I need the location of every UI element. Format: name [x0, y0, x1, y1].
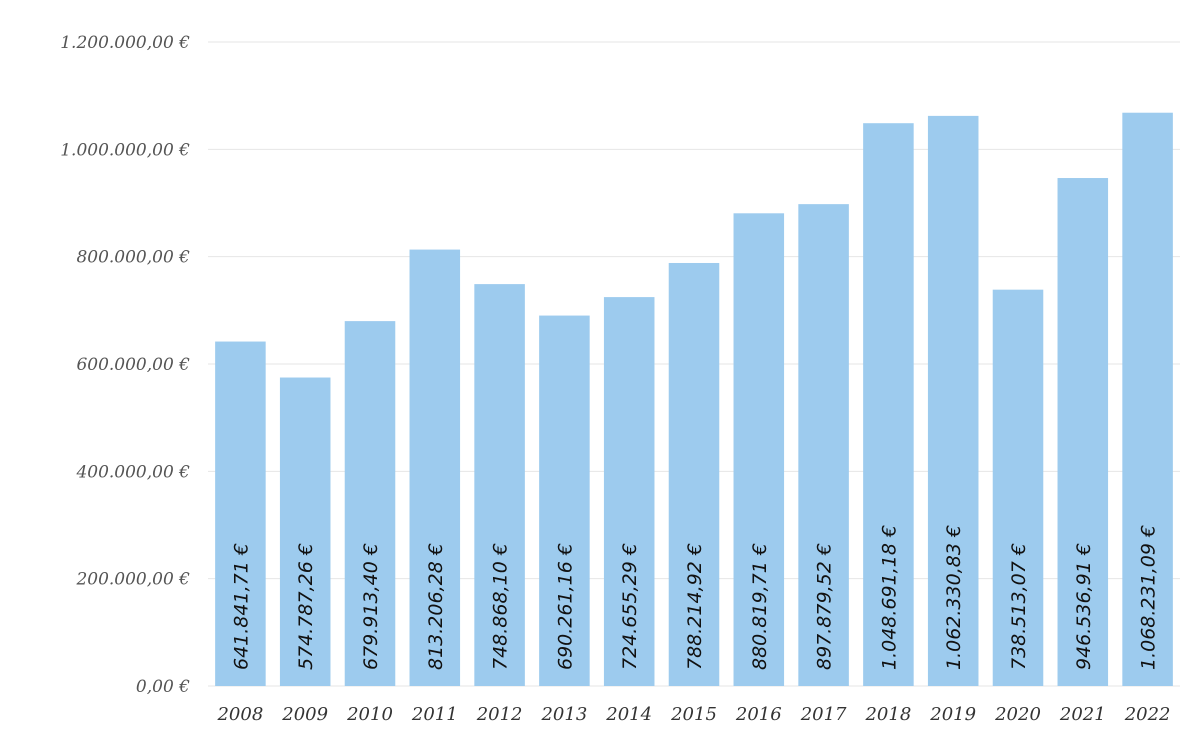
bar-2013 [539, 315, 590, 686]
bar-2009 [279, 377, 331, 686]
data-labels: 641.841,71 € 574.787,26 € 679.913,40 € 813.… [230, 525, 1159, 670]
y-tick-label: 200.000,00 € [75, 570, 190, 590]
x-tick-label: 2019 [929, 704, 976, 725]
x-tick-label: 2020 [994, 704, 1041, 725]
x-axis-tick-labels: 2008 2009 2010 2011 2012 2013 2014 2015 2016 2017… [216, 704, 1170, 725]
bar-2017 [798, 204, 849, 686]
data-label: 690.261,16 € [554, 543, 576, 670]
x-tick-label: 2010 [346, 704, 393, 725]
x-tick-label: 2009 [281, 704, 328, 725]
y-tick-label: 1.000.000,00 € [60, 140, 190, 160]
bar-2016 [733, 213, 785, 686]
bar-2015 [668, 262, 720, 686]
data-label: 748.868,10 € [490, 543, 512, 670]
x-tick-label: 2013 [540, 704, 587, 725]
bars [215, 112, 1173, 687]
data-label: 679.913,40 € [360, 543, 382, 670]
bar-2018 [863, 123, 914, 687]
x-tick-label: 2022 [1124, 704, 1171, 725]
bar-2020 [992, 289, 1044, 686]
bar-2012 [474, 284, 525, 686]
x-tick-label: 2014 [605, 704, 652, 725]
data-label: 1.048.691,18 € [878, 525, 900, 670]
y-tick-label: 400.000,00 € [75, 462, 190, 482]
x-tick-label: 2008 [216, 704, 263, 725]
bar-2021 [1057, 178, 1109, 686]
x-tick-label: 2015 [670, 704, 717, 725]
x-tick-label: 2021 [1059, 704, 1106, 725]
x-tick-label: 2012 [476, 704, 523, 725]
data-label: 724.655,29 € [619, 543, 641, 670]
data-label: 641.841,71 € [230, 543, 252, 670]
bar-2014 [603, 297, 655, 686]
x-tick-label: 2016 [735, 704, 782, 725]
bar-2008 [215, 341, 266, 686]
x-tick-label: 2018 [864, 704, 911, 725]
data-label: 1.068.231,09 € [1138, 525, 1160, 670]
y-tick-label: 0,00 € [136, 677, 190, 697]
bar-2019 [927, 115, 979, 687]
x-tick-label: 2017 [800, 704, 847, 725]
y-tick-label: 800.000,00 € [76, 248, 190, 268]
data-label: 574.787,26 € [295, 543, 317, 670]
y-tick-label: 600.000,00 € [76, 355, 190, 375]
x-tick-label: 2011 [411, 704, 458, 725]
data-label: 880.819,71 € [749, 543, 771, 670]
bar-2010 [344, 321, 396, 686]
y-axis-tick-labels: 0,00 € 200.000,00 € 400.000,00 € 600.000,00… [60, 33, 190, 697]
data-label: 1.062.330,83 € [943, 525, 965, 670]
data-label: 946.536,91 € [1073, 543, 1095, 670]
data-label: 813.206,28 € [425, 543, 447, 670]
data-label: 738.513,07 € [1008, 543, 1030, 670]
data-label: 788.214,92 € [684, 543, 706, 670]
bar-2011 [409, 249, 461, 687]
bar-2022 [1122, 112, 1173, 686]
y-tick-label: 1.200.000,00 € [60, 33, 190, 53]
data-label: 897.879,52 € [814, 543, 836, 670]
